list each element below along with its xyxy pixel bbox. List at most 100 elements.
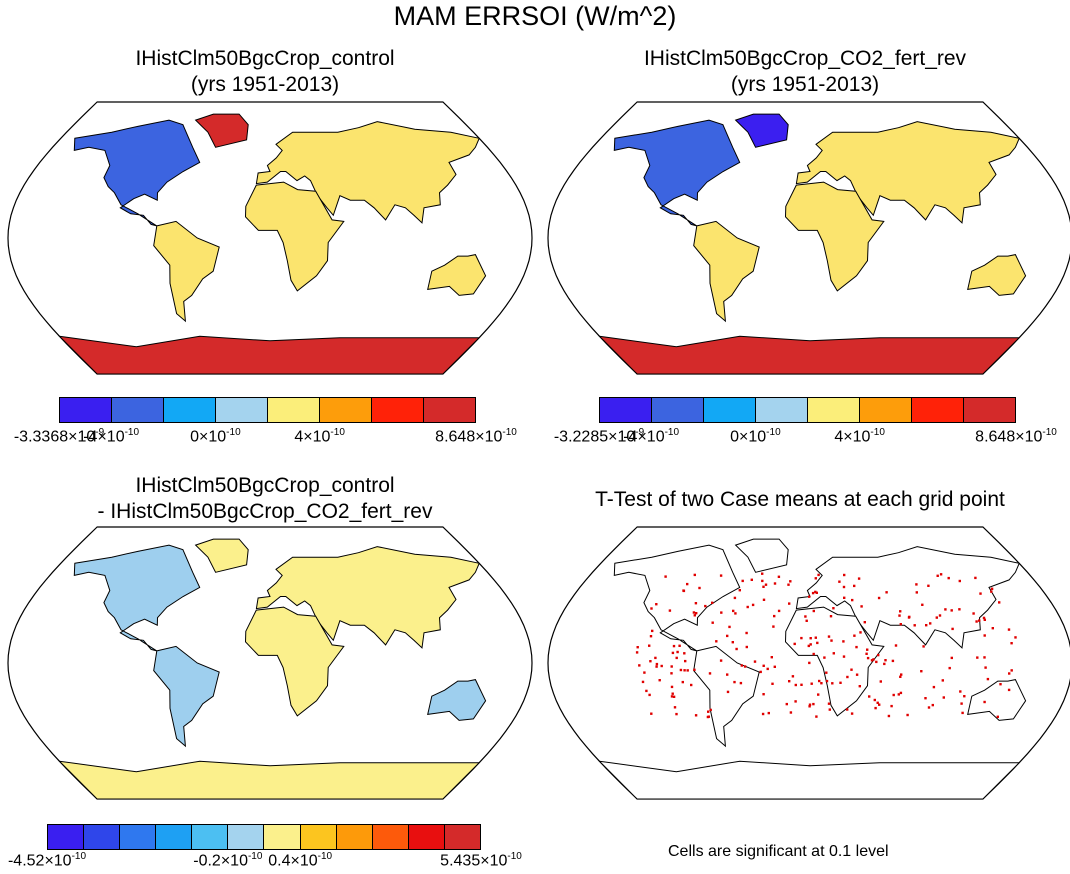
significant-cell: [766, 667, 769, 671]
significant-cell: [853, 584, 856, 588]
significant-cell: [635, 651, 639, 654]
significant-cell: [693, 573, 696, 577]
significant-cell: [897, 693, 900, 696]
continent-shape: [613, 119, 741, 227]
significant-cell: [739, 681, 743, 685]
significant-cell: [915, 591, 918, 594]
significant-cell: [858, 685, 861, 688]
significant-cell: [851, 598, 854, 602]
significant-cell: [814, 636, 817, 639]
significant-cell: [649, 660, 652, 663]
significant-cell: [974, 576, 977, 580]
significant-cell: [996, 715, 999, 718]
colorbar-label: -3.3368×10-9: [13, 427, 105, 446]
colorbar-label: 4×10-10: [834, 427, 885, 446]
continent-shape: [73, 544, 201, 652]
significant-cell: [670, 665, 673, 668]
significant-cell: [857, 577, 861, 580]
significant-cell: [804, 615, 807, 618]
significant-cell: [950, 656, 953, 660]
significant-cell: [855, 673, 859, 676]
colorbar-swatch: [300, 825, 337, 849]
continent-shape: [427, 254, 487, 296]
significant-cell: [709, 708, 712, 712]
significant-cell: [773, 614, 776, 618]
significant-cell: [655, 665, 658, 668]
significant-cell: [951, 627, 954, 631]
significant-cell: [958, 608, 961, 611]
continent-shape: [427, 679, 487, 721]
significant-cell: [817, 693, 820, 696]
significant-cell: [814, 590, 817, 594]
continent-shape: [734, 113, 789, 148]
significant-cell: [648, 693, 651, 697]
significant-cell: [761, 712, 765, 716]
significant-cell: [715, 640, 718, 643]
significant-cell: [890, 704, 893, 708]
significant-cell: [924, 697, 927, 700]
significant-cell: [719, 659, 723, 662]
colorbar-swatch: [192, 825, 229, 849]
panel3-title-line2: - IHistClm50BgcCrop_CO2_fert_rev: [97, 500, 433, 523]
significant-cell: [651, 629, 654, 633]
significant-cell: [762, 693, 765, 696]
significant-cell: [894, 644, 898, 647]
significant-cell: [720, 611, 723, 614]
significant-cell: [866, 656, 870, 660]
significant-cell: [787, 583, 790, 586]
significant-cell: [683, 669, 686, 672]
significant-cell: [832, 652, 835, 655]
significant-cell: [975, 620, 978, 623]
significant-cell: [808, 661, 811, 665]
panel4-title: T-Test of two Case means at each grid po…: [595, 488, 1005, 511]
significant-cell: [812, 652, 815, 656]
colorbar-label: 0×10-10: [730, 427, 781, 446]
significant-cell: [650, 712, 653, 715]
significant-cell: [800, 683, 803, 686]
significant-cell: [983, 634, 986, 637]
significant-cell: [982, 616, 986, 620]
colorbar-swatch: [320, 398, 372, 422]
continent-shape: [244, 181, 345, 292]
significant-cell: [808, 705, 811, 708]
continent-shape: [967, 254, 1027, 296]
continent-shape: [784, 606, 885, 717]
significant-cell: [800, 636, 803, 640]
significant-cell: [695, 612, 698, 615]
colorbar-label: 4×10-10: [294, 427, 345, 446]
continent-shape: [244, 606, 345, 717]
significant-cell: [899, 623, 902, 626]
continent-shape: [734, 538, 789, 573]
significant-cell: [733, 680, 736, 684]
continent-shape: [597, 335, 1021, 375]
significant-cell: [984, 666, 987, 669]
significant-cell: [707, 715, 710, 718]
colorbar-swatch: [268, 398, 320, 422]
significant-cell: [777, 575, 781, 578]
significant-cell: [874, 706, 877, 710]
significant-cell: [927, 706, 931, 709]
significant-cell: [789, 580, 792, 583]
significant-cell: [670, 672, 673, 675]
significant-cell: [759, 670, 762, 674]
continent-shape: [57, 335, 481, 375]
significant-cell: [906, 713, 909, 717]
significant-cell: [676, 650, 679, 654]
significant-cell: [788, 680, 791, 683]
colorbar-swatch: [912, 398, 964, 422]
significant-cell: [839, 681, 842, 684]
continent-shape: [613, 544, 741, 652]
significant-cell: [682, 589, 685, 592]
significant-cell: [648, 644, 651, 647]
significant-cell: [773, 665, 776, 668]
figure-title: MAM ERRSOI (W/m^2): [393, 1, 677, 31]
significant-cell: [927, 584, 930, 587]
colorbar-swatch: [228, 825, 265, 849]
colorbar-swatch: [408, 825, 445, 849]
significant-cell: [899, 691, 903, 695]
significant-cell: [728, 625, 731, 629]
significant-cell: [983, 656, 986, 659]
significant-cell: [773, 582, 777, 585]
significant-cell: [885, 591, 888, 594]
panel1-title-line1: IHistClm50BgcCrop_control: [135, 47, 395, 70]
